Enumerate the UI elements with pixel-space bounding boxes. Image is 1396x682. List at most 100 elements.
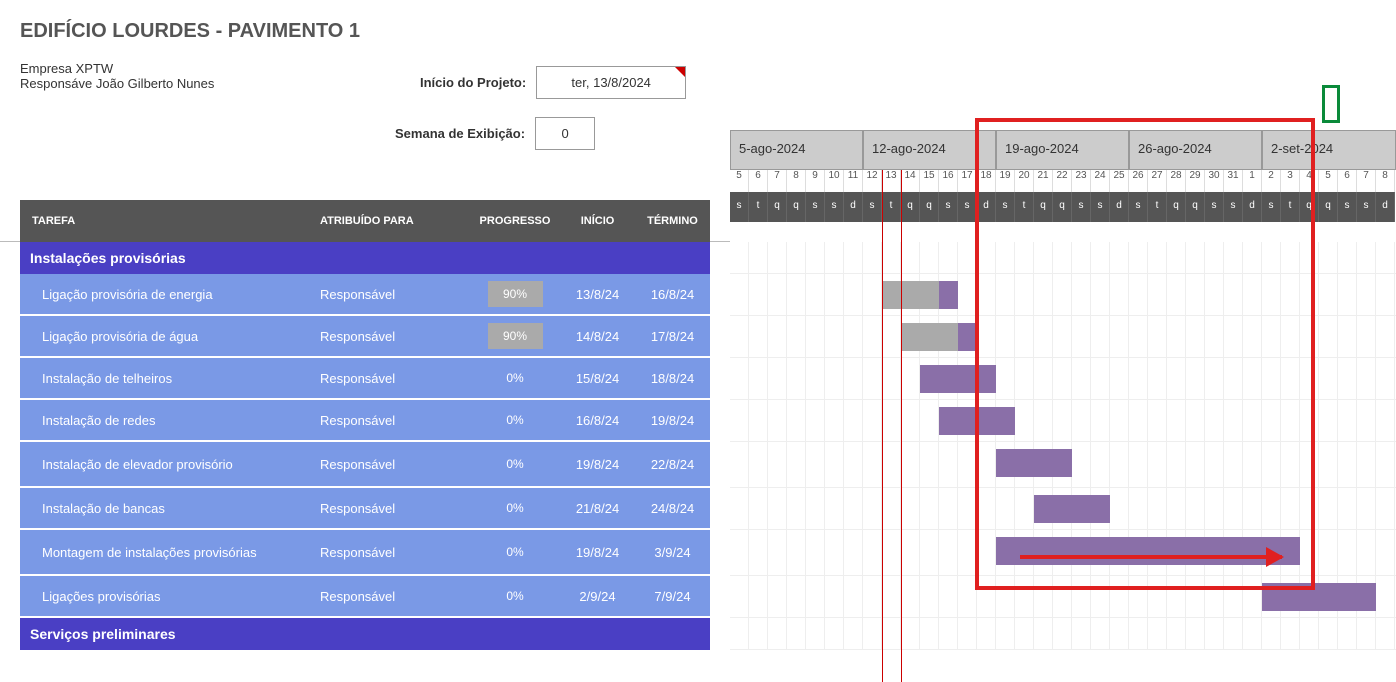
table-header: TAREFA ATRIBUÍDO PARA PROGRESSO INÍCIO T… [20, 200, 710, 242]
task-assigned: Responsável [320, 287, 470, 302]
task-name: Ligações provisórias [20, 589, 320, 604]
task-start: 14/8/24 [560, 329, 635, 344]
task-end: 22/8/24 [635, 457, 710, 472]
task-name: Ligação provisória de água [20, 329, 320, 344]
day-letter: q [901, 192, 920, 222]
task-row[interactable]: Instalação de telheirosResponsável0%15/8… [20, 358, 710, 400]
task-start: 2/9/24 [560, 589, 635, 604]
task-start: 15/8/24 [560, 371, 635, 386]
col-start: INÍCIO [560, 215, 635, 227]
task-start: 16/8/24 [560, 413, 635, 428]
task-progress: 0% [470, 501, 560, 515]
display-week-input[interactable]: 0 [535, 117, 595, 150]
display-week-label: Semana de Exibição: [395, 126, 525, 141]
day-number: 6 [1338, 170, 1357, 192]
col-task: TAREFA [20, 215, 320, 227]
day-letter: d [1376, 192, 1395, 222]
day-letter: t [749, 192, 768, 222]
day-number: 10 [825, 170, 844, 192]
day-letter: q [787, 192, 806, 222]
task-progress: 90% [470, 281, 560, 307]
day-letter: s [863, 192, 882, 222]
project-start-value: ter, 13/8/2024 [571, 75, 651, 90]
task-row[interactable]: Instalação de bancasResponsável0%21/8/24… [20, 488, 710, 530]
task-progress: 0% [470, 545, 560, 559]
task-row[interactable]: Instalação de elevador provisórioRespons… [20, 442, 710, 488]
day-number: 5 [730, 170, 749, 192]
day-number: 6 [749, 170, 768, 192]
task-name: Montagem de instalações provisórias [20, 545, 320, 560]
task-progress: 0% [470, 371, 560, 385]
task-start: 13/8/24 [560, 287, 635, 302]
task-assigned: Responsável [320, 545, 470, 560]
task-progress: 0% [470, 457, 560, 471]
task-name: Instalação de redes [20, 413, 320, 428]
task-start: 19/8/24 [560, 457, 635, 472]
day-letter: s [1357, 192, 1376, 222]
task-end: 16/8/24 [635, 287, 710, 302]
task-start: 19/8/24 [560, 545, 635, 560]
task-name: Instalação de bancas [20, 501, 320, 516]
arrow-annotation [1020, 555, 1282, 559]
col-end: TÉRMINO [635, 215, 710, 227]
task-start: 21/8/24 [560, 501, 635, 516]
day-number: 8 [787, 170, 806, 192]
task-row[interactable]: Ligação provisória de águaResponsável90%… [20, 316, 710, 358]
section-header: Serviços preliminares [20, 618, 710, 650]
task-end: 3/9/24 [635, 545, 710, 560]
task-name: Instalação de telheiros [20, 371, 320, 386]
project-start-label: Início do Projeto: [420, 75, 526, 90]
task-assigned: Responsável [320, 589, 470, 604]
task-name: Instalação de elevador provisório [20, 457, 320, 472]
task-end: 18/8/24 [635, 371, 710, 386]
day-number: 7 [1357, 170, 1376, 192]
gantt-bar-done [901, 323, 958, 351]
day-letter: d [844, 192, 863, 222]
col-progress: PROGRESSO [470, 215, 560, 227]
day-number: 15 [920, 170, 939, 192]
task-assigned: Responsável [320, 371, 470, 386]
task-assigned: Responsável [320, 457, 470, 472]
task-progress: 90% [470, 323, 560, 349]
day-number: 9 [806, 170, 825, 192]
day-letter: t [882, 192, 901, 222]
task-assigned: Responsável [320, 329, 470, 344]
task-row[interactable]: Ligação provisória de energiaResponsável… [20, 274, 710, 316]
task-progress: 0% [470, 413, 560, 427]
highlight-box-green [1322, 85, 1340, 123]
task-assigned: Responsável [320, 501, 470, 516]
day-letter: s [939, 192, 958, 222]
page-title: EDIFÍCIO LOURDES - PAVIMENTO 1 [20, 20, 1376, 43]
day-letter: q [920, 192, 939, 222]
day-letter: q [1319, 192, 1338, 222]
task-row[interactable]: Montagem de instalações provisóriasRespo… [20, 530, 710, 576]
day-number: 14 [901, 170, 920, 192]
task-end: 7/9/24 [635, 589, 710, 604]
day-letter: s [806, 192, 825, 222]
day-number: 7 [768, 170, 787, 192]
task-end: 19/8/24 [635, 413, 710, 428]
task-row[interactable]: Instalação de redesResponsável0%16/8/241… [20, 400, 710, 442]
day-number: 11 [844, 170, 863, 192]
project-start-input[interactable]: ter, 13/8/2024 [536, 66, 686, 99]
week-header: 5-ago-2024 [730, 130, 863, 170]
gantt-bar-done [882, 281, 939, 309]
comment-indicator-icon [675, 67, 685, 77]
day-number: 12 [863, 170, 882, 192]
today-line [901, 170, 902, 682]
task-row[interactable]: Ligações provisóriasResponsável0%2/9/247… [20, 576, 710, 618]
day-number: 8 [1376, 170, 1395, 192]
gantt-bar-remaining [939, 281, 958, 309]
task-assigned: Responsável [320, 413, 470, 428]
task-end: 24/8/24 [635, 501, 710, 516]
day-letter: q [768, 192, 787, 222]
task-end: 17/8/24 [635, 329, 710, 344]
day-letter: s [1338, 192, 1357, 222]
day-letter: s [825, 192, 844, 222]
day-letter: s [730, 192, 749, 222]
day-number: 13 [882, 170, 901, 192]
today-line [882, 170, 883, 682]
task-name: Ligação provisória de energia [20, 287, 320, 302]
section-header: Instalações provisórias [20, 242, 710, 274]
col-assigned: ATRIBUÍDO PARA [320, 215, 470, 227]
